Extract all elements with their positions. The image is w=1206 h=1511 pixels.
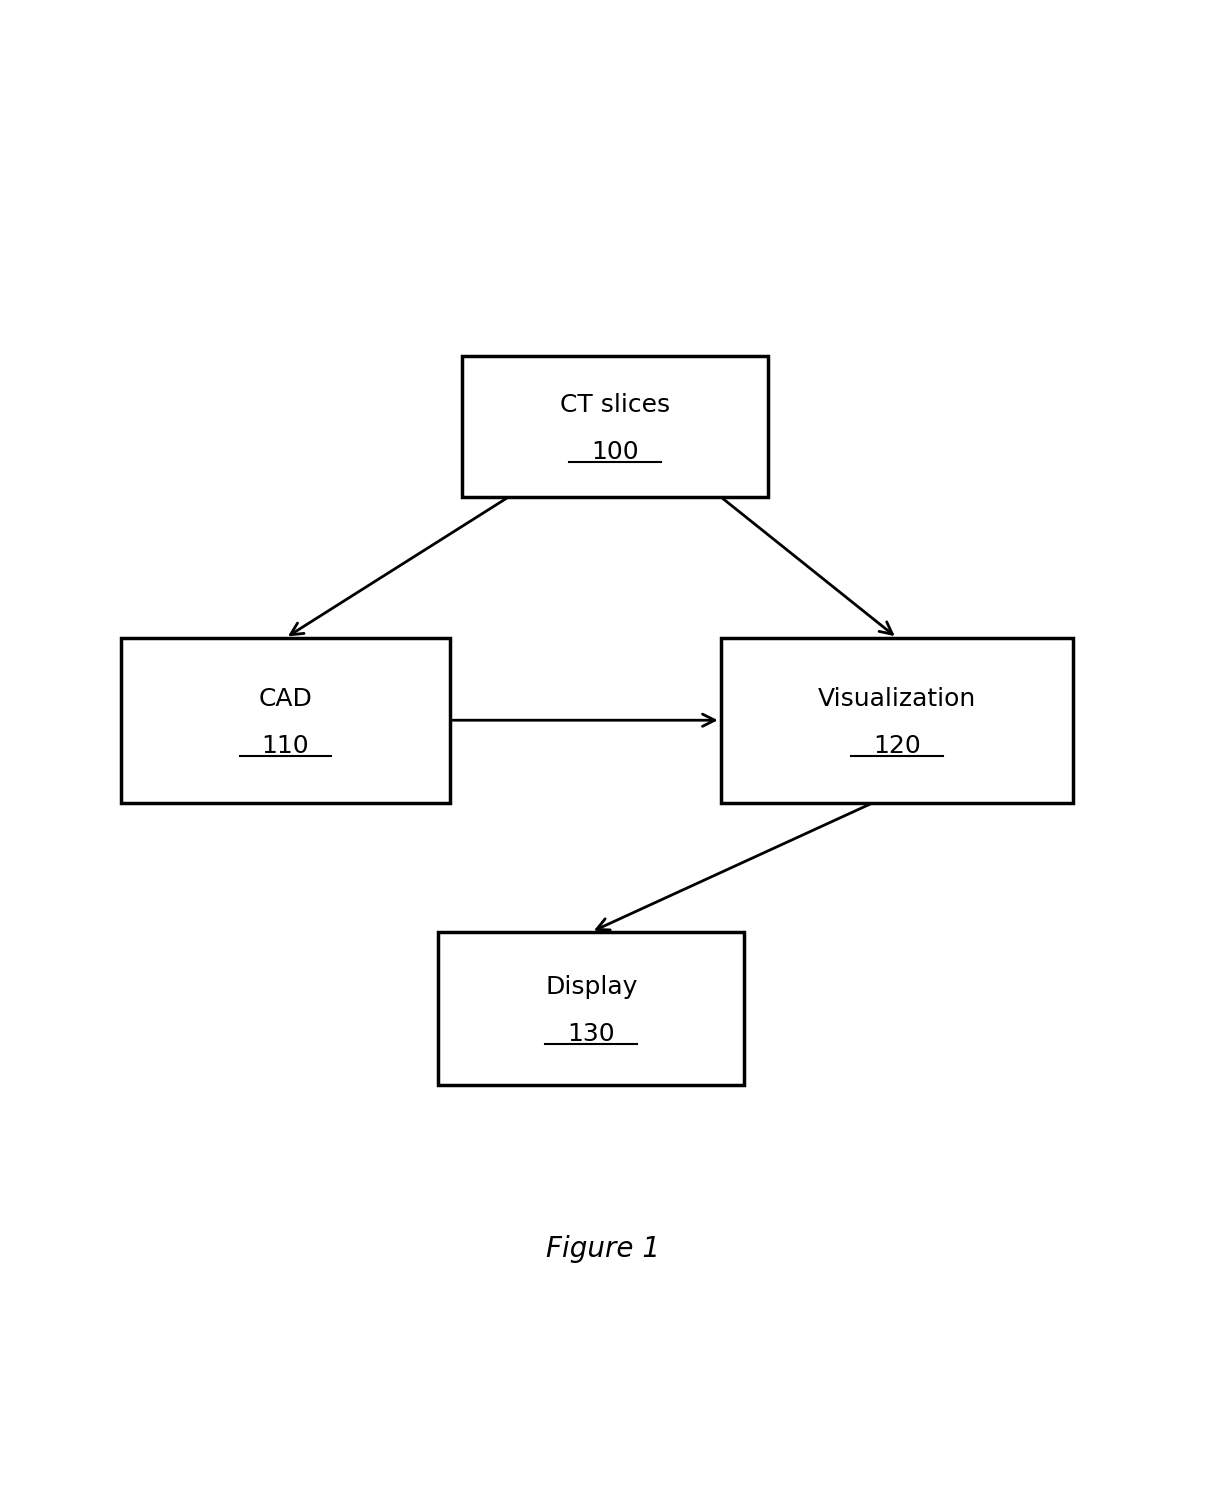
Text: Display: Display xyxy=(545,975,638,999)
Text: Figure 1: Figure 1 xyxy=(546,1236,660,1263)
Text: 120: 120 xyxy=(873,734,921,759)
Text: 110: 110 xyxy=(262,734,309,759)
FancyBboxPatch shape xyxy=(121,638,450,802)
Text: 130: 130 xyxy=(568,1023,615,1046)
FancyBboxPatch shape xyxy=(438,932,744,1085)
FancyBboxPatch shape xyxy=(462,355,768,497)
Text: CAD: CAD xyxy=(258,688,312,712)
Text: CT slices: CT slices xyxy=(560,393,669,417)
FancyBboxPatch shape xyxy=(721,638,1073,802)
Text: 100: 100 xyxy=(591,440,638,464)
Text: Visualization: Visualization xyxy=(818,688,976,712)
